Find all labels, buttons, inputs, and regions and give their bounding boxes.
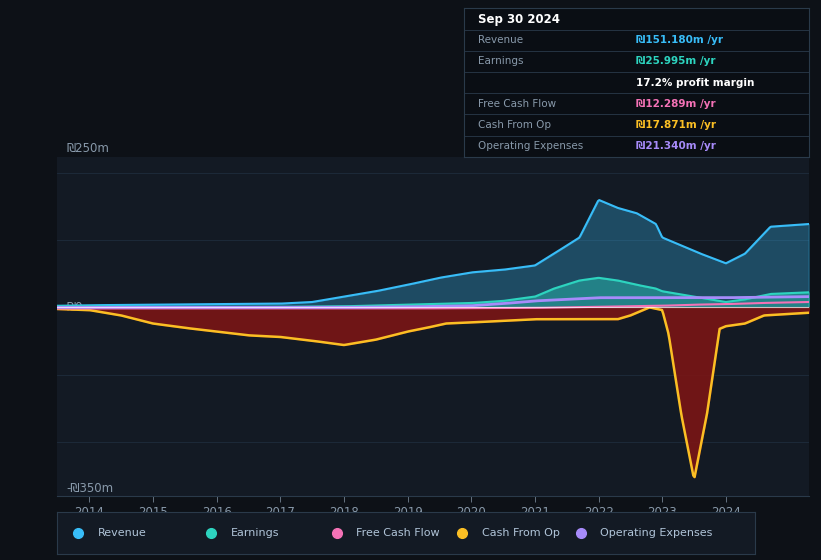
Text: Free Cash Flow: Free Cash Flow (478, 99, 556, 109)
Text: Operating Expenses: Operating Expenses (478, 141, 583, 151)
Text: Free Cash Flow: Free Cash Flow (356, 529, 440, 538)
Text: ₪25.995m /yr: ₪25.995m /yr (636, 57, 716, 67)
Text: ₪12.289m /yr: ₪12.289m /yr (636, 99, 716, 109)
Text: ₪17.871m /yr: ₪17.871m /yr (636, 120, 716, 130)
Text: ₪250m: ₪250m (67, 142, 109, 155)
Text: Operating Expenses: Operating Expenses (600, 529, 713, 538)
Text: Revenue: Revenue (478, 35, 523, 45)
Text: ₪0: ₪0 (67, 301, 83, 314)
Text: Cash From Op: Cash From Op (482, 529, 560, 538)
Text: ₪21.340m /yr: ₪21.340m /yr (636, 141, 716, 151)
Text: -₪350m: -₪350m (67, 482, 113, 495)
Text: Earnings: Earnings (478, 57, 523, 67)
Text: Revenue: Revenue (98, 529, 147, 538)
Text: Earnings: Earnings (231, 529, 279, 538)
Text: Sep 30 2024: Sep 30 2024 (478, 12, 560, 26)
Text: Cash From Op: Cash From Op (478, 120, 551, 130)
Text: 17.2% profit margin: 17.2% profit margin (636, 78, 754, 87)
Text: ₪151.180m /yr: ₪151.180m /yr (636, 35, 723, 45)
